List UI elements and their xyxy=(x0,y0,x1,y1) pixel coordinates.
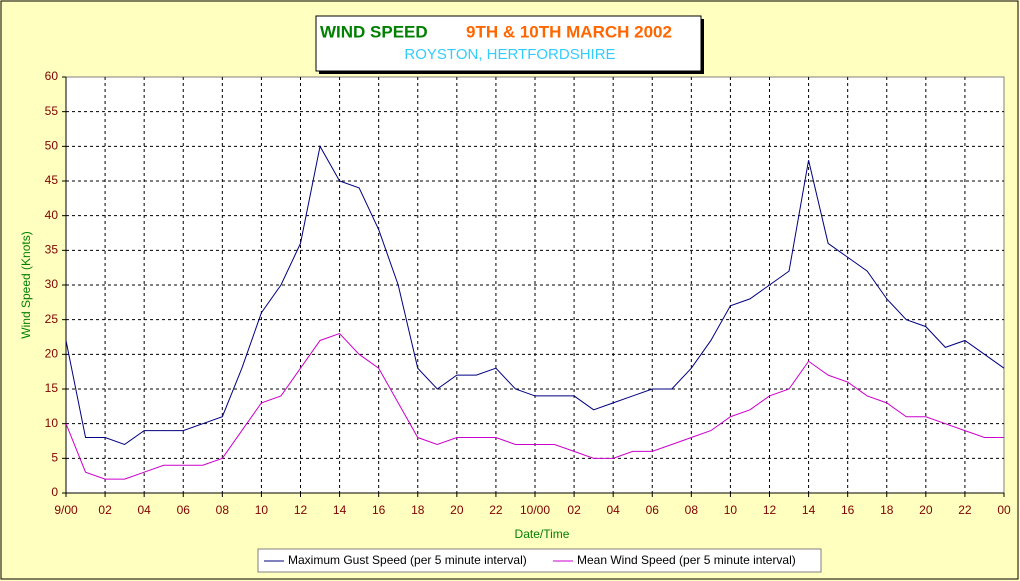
y-axis-label: Wind Speed (Knots) xyxy=(19,231,33,338)
x-tick-label: 22 xyxy=(489,503,503,517)
x-tick-label: 20 xyxy=(919,503,933,517)
y-tick-label: 0 xyxy=(51,485,58,499)
chart-title: WIND SPEED xyxy=(320,22,428,41)
x-tick-label: 14 xyxy=(333,503,347,517)
legend-label: Mean Wind Speed (per 5 minute interval) xyxy=(577,553,796,567)
series-line xyxy=(65,332,1004,480)
title-box xyxy=(315,15,702,72)
chart-title-date: 9TH & 10TH MARCH 2002 xyxy=(466,22,672,41)
y-tick-label: 25 xyxy=(45,312,59,326)
y-tick-label: 20 xyxy=(45,347,59,361)
x-tick-label: 12 xyxy=(294,503,308,517)
x-tick-label: 12 xyxy=(763,503,777,517)
x-tick-label: 22 xyxy=(958,503,972,517)
x-tick-label: 06 xyxy=(177,503,191,517)
y-tick-label: 50 xyxy=(45,139,59,153)
x-tick-label: 18 xyxy=(411,503,425,517)
x-tick-label: 00 xyxy=(997,503,1011,517)
x-tick-label: 10 xyxy=(724,503,738,517)
y-tick-label: 40 xyxy=(45,208,59,222)
x-tick-label: 18 xyxy=(880,503,894,517)
x-tick-label: 16 xyxy=(841,503,855,517)
series-line xyxy=(65,144,1005,446)
x-tick-label: 20 xyxy=(450,503,464,517)
x-tick-label: 02 xyxy=(567,503,581,517)
y-tick-label: 45 xyxy=(45,173,59,187)
x-tick-label: 02 xyxy=(98,503,112,517)
y-tick-label: 60 xyxy=(45,69,59,83)
legend-label: Maximum Gust Speed (per 5 minute interva… xyxy=(288,553,527,567)
y-tick-label: 5 xyxy=(51,451,58,465)
x-tick-label: 04 xyxy=(137,503,151,517)
x-tick-label: 14 xyxy=(802,503,816,517)
x-tick-label: 10/00 xyxy=(520,503,550,517)
y-tick-label: 15 xyxy=(45,381,59,395)
y-tick-label: 10 xyxy=(45,416,59,430)
x-tick-label: 16 xyxy=(372,503,386,517)
y-tick-label: 35 xyxy=(45,243,59,257)
x-tick-label: 9/00 xyxy=(54,503,78,517)
y-tick-label: 30 xyxy=(45,277,59,291)
x-tick-label: 06 xyxy=(646,503,660,517)
legend xyxy=(257,548,822,573)
x-tick-label: 04 xyxy=(606,503,620,517)
x-axis-label: Date/Time xyxy=(515,527,570,541)
chart-subtitle: ROYSTON, HERTFORDSHIRE xyxy=(404,46,615,63)
x-tick-label: 08 xyxy=(685,503,699,517)
x-tick-label: 08 xyxy=(216,503,230,517)
x-tick-label: 10 xyxy=(255,503,269,517)
y-tick-label: 55 xyxy=(45,104,59,118)
